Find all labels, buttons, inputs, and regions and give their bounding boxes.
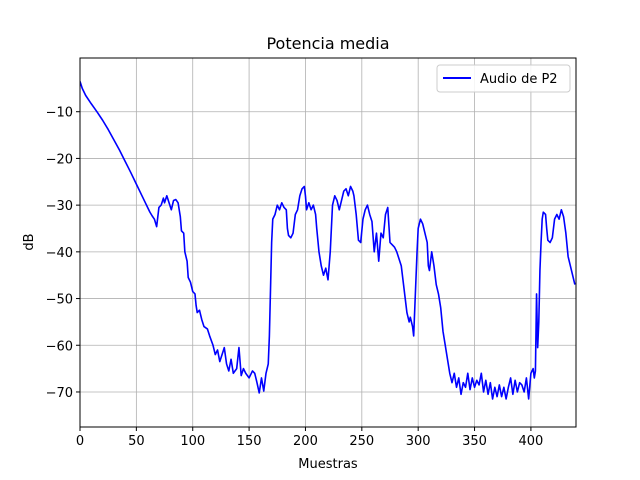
y-tick-label: −40 (46, 246, 73, 261)
x-tick-label: 300 (406, 434, 431, 449)
x-axis: 0 50 100 150 200 250 300 350 400 (76, 427, 543, 449)
x-tick-label: 100 (180, 434, 205, 449)
x-tick-label: 400 (518, 434, 543, 449)
x-tick-label: 0 (76, 434, 84, 449)
x-tick-label: 250 (349, 434, 374, 449)
y-tick-label: −70 (46, 386, 73, 401)
plot-area (80, 81, 576, 400)
x-tick-label: 150 (237, 434, 262, 449)
chart-title: Potencia media (266, 34, 389, 53)
y-tick-label: −50 (46, 293, 73, 308)
x-tick-label: 50 (128, 434, 145, 449)
legend-box (436, 64, 571, 93)
x-tick-label: 350 (462, 434, 487, 449)
axes-frame (79, 57, 577, 428)
legend-label: Audio de P2 (480, 72, 558, 87)
x-axis-label: Muestras (298, 457, 358, 472)
x-tick-label: 200 (293, 434, 318, 449)
legend: Audio de P2 (436, 64, 571, 93)
y-tick-label: −10 (46, 106, 73, 121)
y-tick-label: −60 (46, 339, 73, 354)
series-line (80, 81, 576, 400)
y-tick-label: −20 (46, 152, 73, 167)
y-axis-label: dB (22, 233, 37, 250)
y-tick-label: −30 (46, 199, 73, 214)
y-axis: −70 −60 −50 −40 −30 −20 −10 (46, 106, 80, 401)
